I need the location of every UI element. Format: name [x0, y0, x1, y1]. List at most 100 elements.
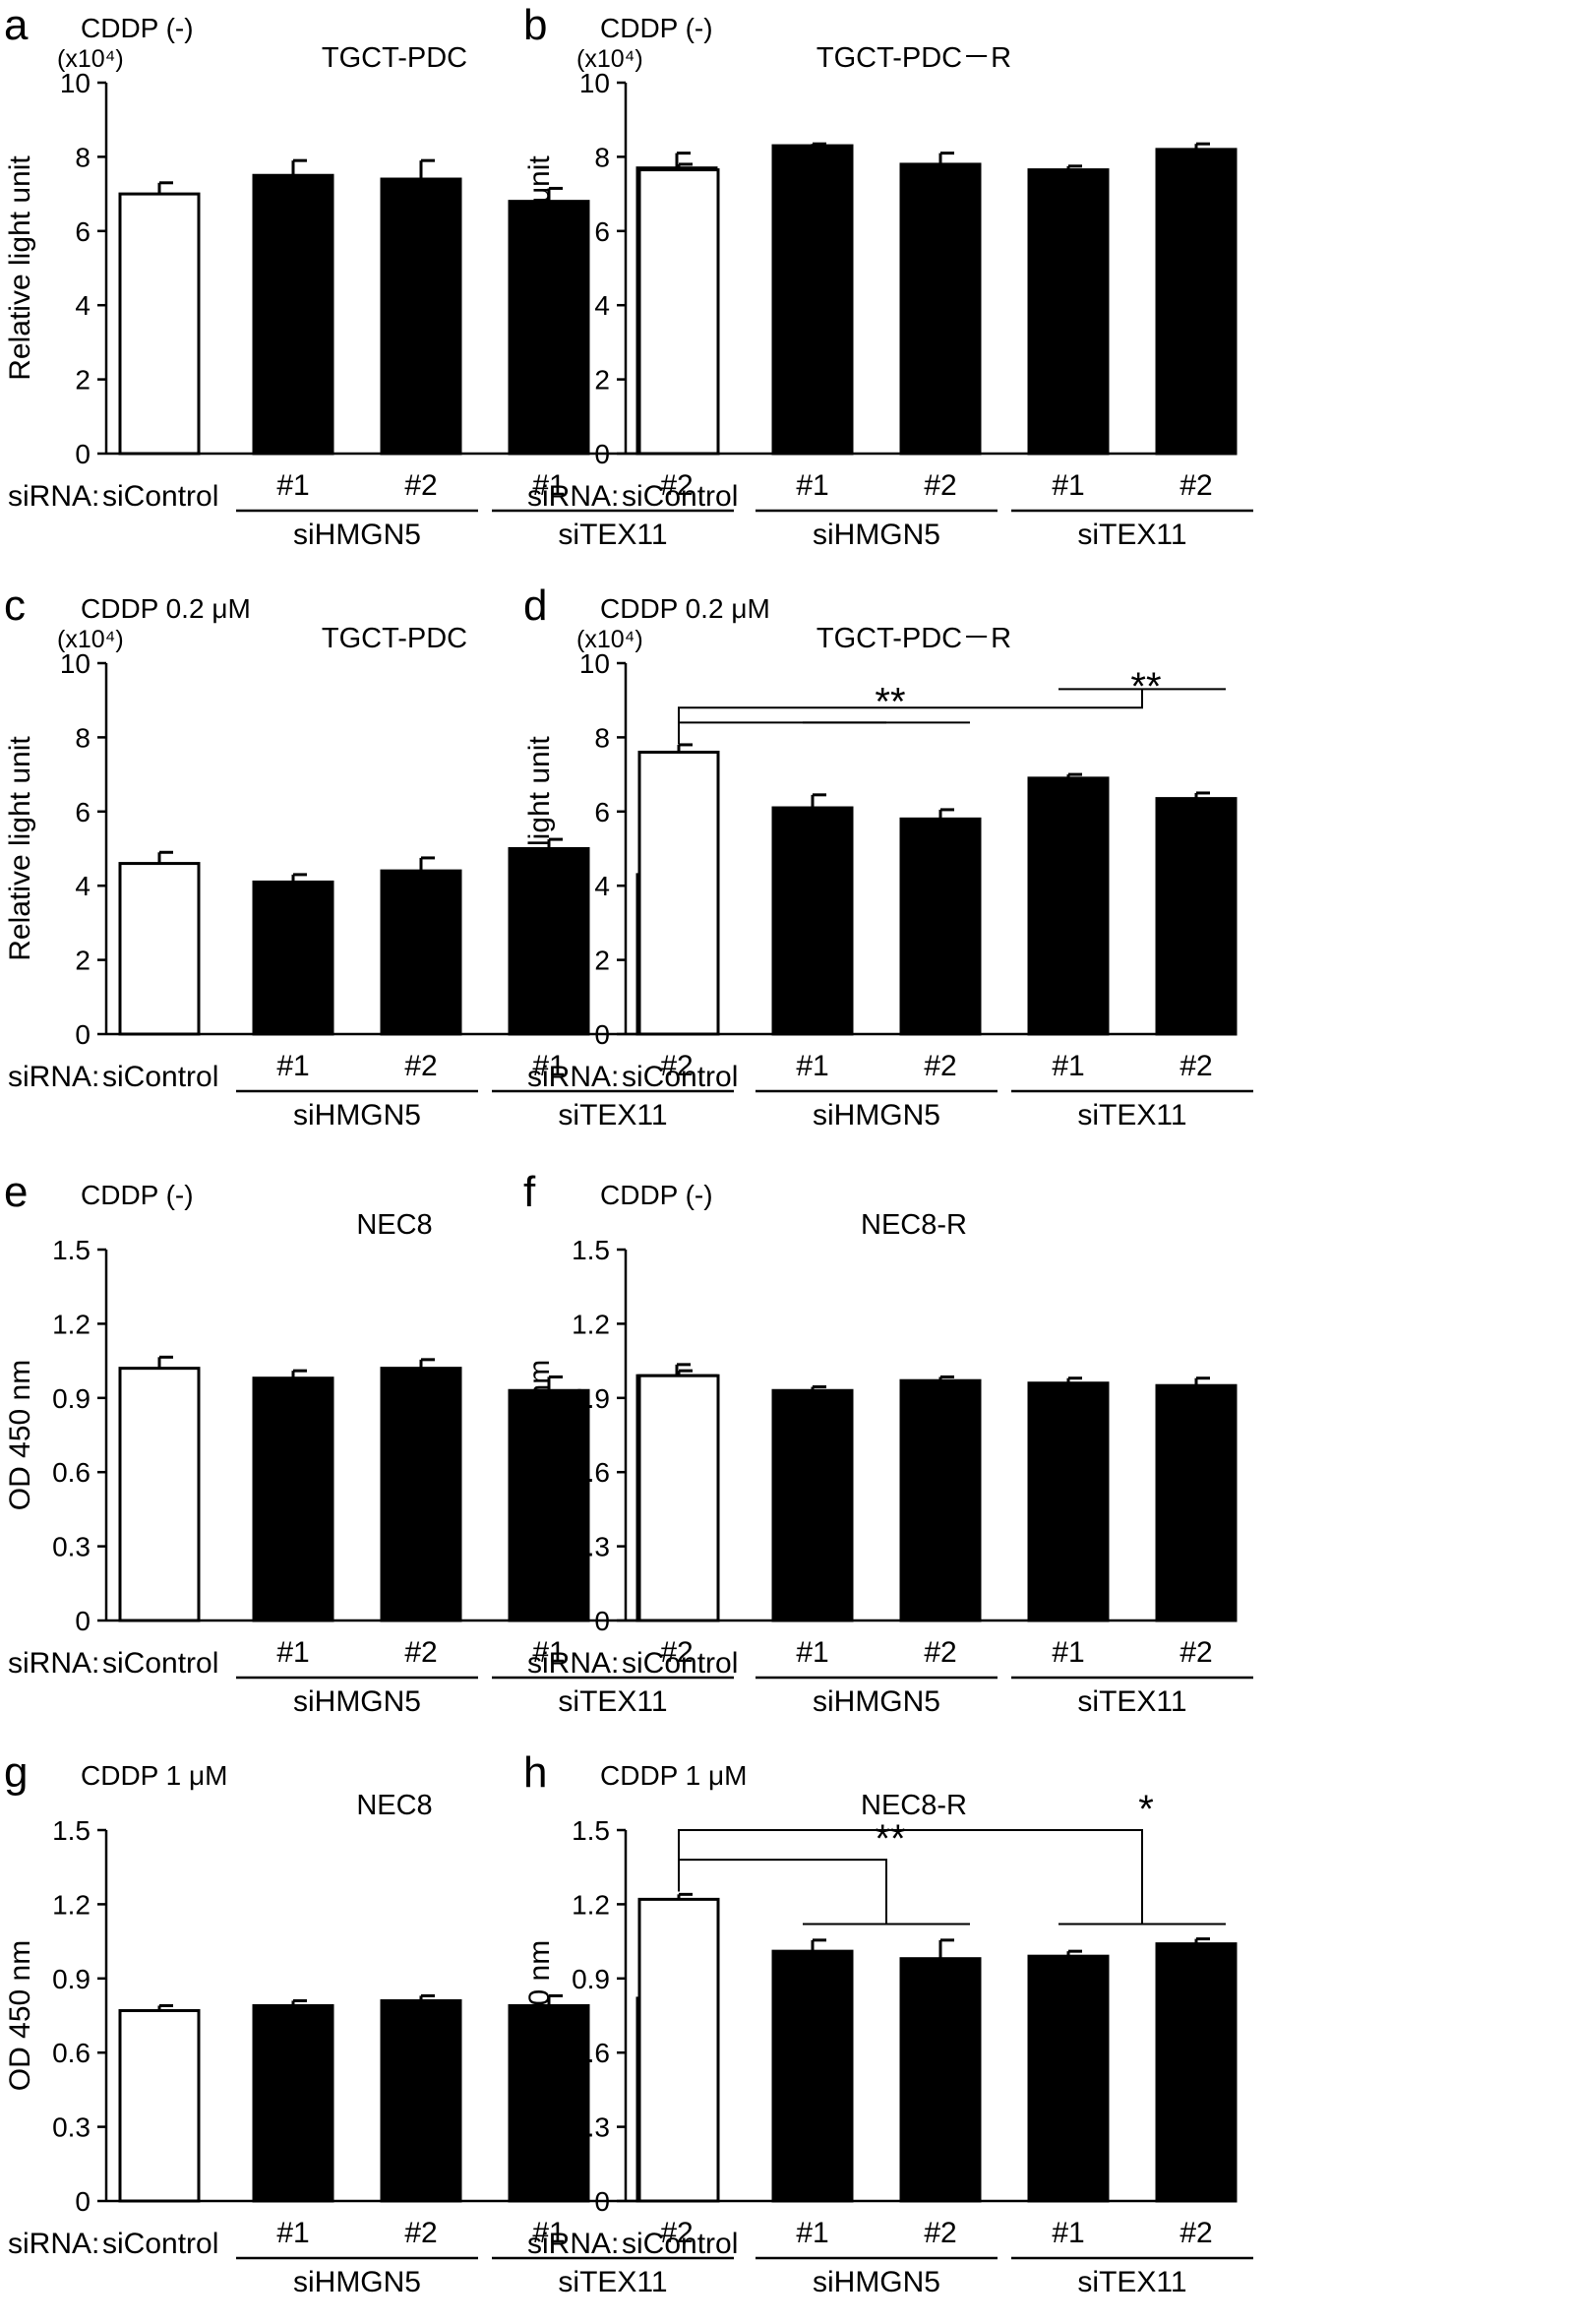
bar-n1	[771, 1949, 854, 2203]
condition-label: CDDP (-)	[81, 13, 194, 43]
bar-n2	[1155, 797, 1238, 1036]
sirna-label: siRNA:	[8, 2228, 99, 2260]
x-tick-label: siControl	[622, 480, 738, 513]
bar-n2	[1155, 1942, 1238, 2203]
x-tick-label: #2	[1179, 2217, 1212, 2249]
y-tick-label: 0	[75, 1606, 91, 1636]
y-tick-label: 0	[75, 439, 91, 469]
y-tick-label: 0.6	[572, 2038, 610, 2068]
x-tick-label: #1	[1052, 2217, 1084, 2249]
bar-n1	[771, 144, 854, 456]
bar-sicontrol	[637, 1897, 720, 2203]
y-tick-label: 0	[594, 2186, 610, 2217]
group-label: siTEX11	[558, 1685, 667, 1718]
bar-sicontrol	[118, 2008, 201, 2203]
panel-letter: b	[523, 1, 547, 49]
bar-n2	[380, 1367, 462, 1622]
x-tick-label: siControl	[102, 480, 218, 513]
y-tick-label: 2	[594, 365, 610, 396]
x-tick-label: #1	[796, 1050, 828, 1082]
sirna-label: siRNA:	[8, 480, 99, 513]
group-label: siHMGN5	[293, 1685, 421, 1718]
bar-n1	[1027, 776, 1110, 1036]
chart-title: TGCT-PDC－R	[816, 42, 1011, 74]
x-tick-label: #2	[1179, 469, 1212, 502]
y-tick-label: 4	[594, 871, 610, 901]
group-label: siHMGN5	[293, 1099, 421, 1131]
y-tick-label: 8	[75, 142, 91, 172]
panel-h: h CDDP 1 μM NEC8-R OD 450 nm 0 0.3 0.6 0.9 1.2 1.…	[523, 1748, 1253, 2298]
group-label: siTEX11	[1077, 1099, 1186, 1131]
x-tick-label: #1	[532, 2217, 565, 2249]
x-tick-label: #1	[1052, 1050, 1084, 1082]
condition-label: CDDP 0.2 μM	[81, 593, 251, 624]
y-tick-label: 0.6	[52, 1457, 91, 1488]
panel-letter: c	[4, 581, 26, 630]
group-label: siHMGN5	[813, 2266, 940, 2298]
bar-n1	[771, 806, 854, 1036]
y-axis-label: Relative light unit	[4, 736, 36, 961]
significance-bracket: **	[678, 1817, 970, 1926]
bar-n1	[1027, 1381, 1110, 1622]
panel-letter: d	[523, 581, 547, 630]
y-tick-label: 0.9	[572, 1383, 610, 1414]
x-tick-label: #2	[924, 1636, 956, 1669]
y-tick-label: 6	[75, 797, 91, 827]
y-tick-label: 0.3	[572, 1532, 610, 1562]
condition-label: CDDP 1 μM	[81, 1760, 227, 1791]
y-tick-label: 10	[60, 68, 91, 98]
x-tick-label: #1	[1052, 1636, 1084, 1669]
y-tick-label: 1.2	[572, 1889, 610, 1920]
sirna-label: siRNA:	[527, 1647, 619, 1680]
condition-label: CDDP 1 μM	[600, 1760, 747, 1791]
y-tick-label: 0.6	[52, 2038, 91, 2068]
group-label: siHMGN5	[813, 519, 940, 551]
bar-n2	[380, 177, 462, 456]
bar-sicontrol	[118, 192, 201, 456]
bar-sicontrol	[118, 862, 201, 1036]
significance-mark: **	[875, 1817, 905, 1861]
bar-n1	[508, 200, 590, 456]
bar-n1	[508, 1388, 590, 1622]
x-tick-label: siControl	[622, 1647, 738, 1680]
x-tick-label: #2	[404, 469, 437, 502]
x-tick-label: siControl	[622, 2228, 738, 2260]
chart-title: TGCT-PDC	[322, 42, 467, 74]
x-tick-label: #1	[532, 1636, 565, 1669]
bar-sicontrol	[637, 750, 720, 1036]
x-tick-label: #2	[924, 2217, 956, 2249]
group-label: siHMGN5	[293, 519, 421, 551]
y-tick-label: 6	[594, 797, 610, 827]
y-tick-label: 6	[75, 216, 91, 247]
panel-g: g CDDP 1 μM NEC8 OD 450 nm 0 0.3 0.6 0.9 1.2 1.5 s…	[4, 1748, 734, 2298]
x-tick-label: #1	[796, 2217, 828, 2249]
y-tick-label: 0	[594, 1019, 610, 1050]
y-tick-label: 8	[594, 142, 610, 172]
y-tick-label: 4	[594, 290, 610, 321]
y-tick-label: 2	[75, 946, 91, 976]
bar-n2	[380, 1998, 462, 2203]
y-tick-label: 1.5	[572, 1815, 610, 1846]
x-tick-label: #2	[404, 2217, 437, 2249]
y-multiplier: (x10⁴)	[57, 45, 124, 73]
panel-letter: e	[4, 1168, 28, 1216]
y-axis-label: Relative light unit	[4, 155, 36, 381]
condition-label: CDDP 0.2 μM	[600, 593, 770, 624]
group-label: siTEX11	[1077, 2266, 1186, 2298]
y-tick-label: 1.5	[52, 1235, 91, 1265]
x-tick-label: #1	[276, 1636, 309, 1669]
x-tick-label: #2	[660, 469, 693, 502]
sirna-label: siRNA:	[527, 1061, 619, 1093]
y-axis-label: OD 450 nm	[4, 1360, 36, 1510]
x-tick-label: #1	[276, 1050, 309, 1082]
panel-letter: f	[523, 1168, 536, 1216]
x-tick-label: #2	[924, 1050, 956, 1082]
y-tick-label: 1.2	[52, 1889, 91, 1920]
y-tick-label: 10	[579, 648, 610, 679]
y-tick-label: 0.9	[572, 1964, 610, 1994]
x-tick-label: #2	[660, 2217, 693, 2249]
y-tick-label: 0.9	[52, 1383, 91, 1414]
y-tick-label: 8	[594, 722, 610, 753]
bar-n1	[771, 1388, 854, 1622]
